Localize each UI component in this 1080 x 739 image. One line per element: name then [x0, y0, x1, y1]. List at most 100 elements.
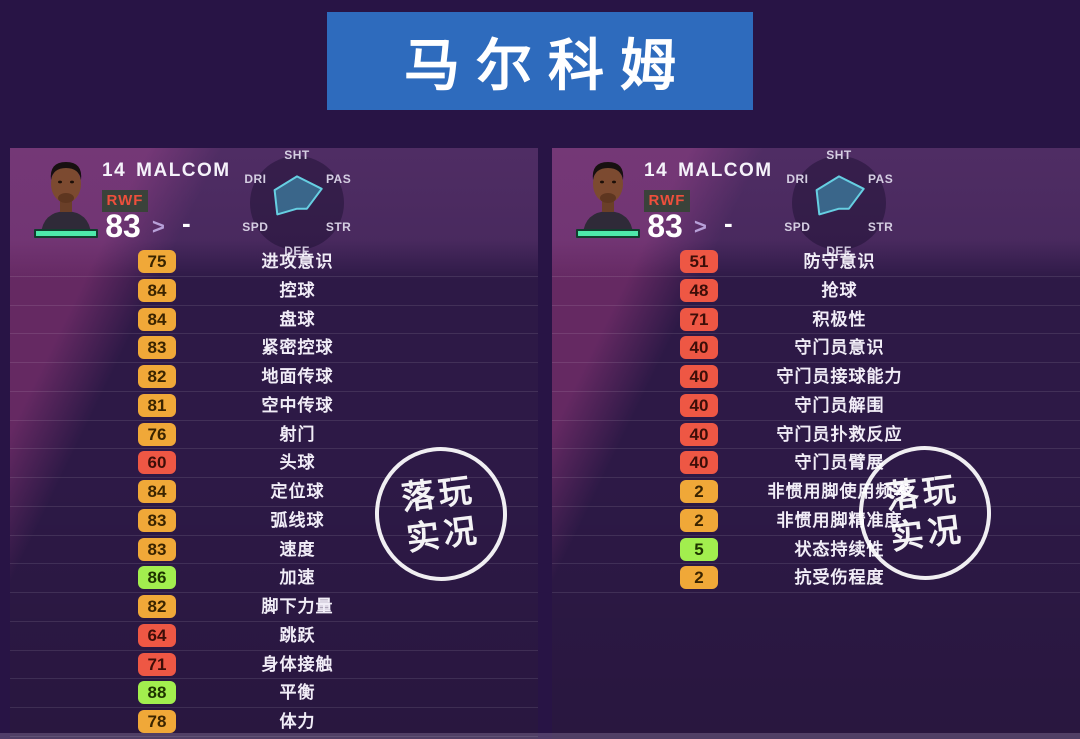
stat-row: 40 守门员臂展 [552, 449, 1080, 478]
stat-value-badge: 48 [680, 278, 718, 302]
stat-value-badge: 40 [680, 365, 718, 388]
stat-label: 守门员扑救反应 [776, 424, 903, 444]
stat-row: 2 抗受伤程度 [552, 564, 1080, 593]
player-number-name: 14 MALCOM [102, 160, 231, 182]
stat-value-badge: 84 [138, 278, 176, 302]
stat-value-badge: 83 [138, 537, 176, 561]
stat-label: 非惯用脚使用频率 [767, 482, 912, 501]
position-badge: RWF [644, 190, 690, 212]
stat-label: 守门员解围 [794, 395, 885, 415]
stat-value-badge: 40 [680, 393, 718, 417]
radar-axis-label: DEF [826, 244, 852, 258]
player-photo [577, 156, 639, 234]
stat-row: 60 头球 [10, 449, 538, 478]
stat-row: 82 脚下力量 [10, 593, 538, 622]
stat-row: 83 速度 [10, 536, 538, 565]
stat-label: 加速 [279, 568, 316, 588]
stat-row: 76 射门 [10, 421, 538, 450]
stat-value-badge: 2 [680, 566, 718, 590]
bottom-bar [0, 733, 1080, 739]
stat-row: 78 体力 [10, 708, 538, 737]
stat-value-badge: 40 [680, 451, 718, 475]
stat-value-badge: 5 [680, 537, 718, 561]
stat-row: 71 积极性 [552, 306, 1080, 335]
stat-label: 状态持续性 [794, 539, 885, 559]
radar-axis-label: STR [868, 220, 894, 234]
stat-value-badge: 78 [138, 710, 176, 733]
radar-axis-label: SHT [826, 148, 852, 162]
stat-value-badge: 40 [680, 336, 718, 360]
stat-value-badge: 71 [680, 307, 718, 331]
stat-row: 83 紧密控球 [10, 334, 538, 363]
stat-value-badge: 82 [138, 595, 176, 618]
overall-rating: 83 [647, 208, 683, 244]
stat-label: 头球 [279, 453, 316, 473]
stat-label: 控球 [279, 280, 316, 300]
radar-axis-label: DRI [244, 172, 266, 186]
stat-value-badge: 83 [138, 336, 176, 360]
stat-label: 进攻意识 [261, 252, 334, 271]
stat-row: 81 空中传球 [10, 392, 538, 421]
radar-axis-label: SPD [784, 220, 810, 234]
stat-value-badge: 76 [138, 422, 176, 446]
stat-row: 82 地面传球 [10, 363, 538, 392]
stat-label: 地面传球 [261, 367, 334, 386]
title-banner: 马尔科姆 [327, 12, 753, 110]
player-stats-panel: 14 MALCOM RWF 83 > - SHT PAS STR DEF SPD DRI 5… [552, 148, 1080, 739]
stat-row: 40 守门员扑救反应 [552, 421, 1080, 450]
stat-value-badge: 51 [680, 250, 718, 273]
radar-axis-label: STR [326, 220, 352, 234]
stat-value-badge: 40 [680, 422, 718, 446]
player-card-header: 14 MALCOM RWF 83 > - SHT PAS STR DEF SPD DRI [10, 148, 538, 258]
player-name: MALCOM [136, 160, 231, 181]
stat-value-badge: 84 [138, 307, 176, 331]
stat-label: 抗受伤程度 [794, 568, 885, 588]
stat-row: 64 跳跃 [10, 622, 538, 651]
rating-change: - [182, 208, 191, 238]
stat-label: 身体接触 [261, 654, 334, 674]
radar-axis-label: DEF [284, 244, 310, 258]
stat-value-badge: 64 [138, 623, 176, 647]
stat-row: 48 抢球 [552, 277, 1080, 306]
stat-label: 盘球 [279, 309, 316, 329]
player-stats-panel: 14 MALCOM RWF 83 > - SHT PAS STR DEF SPD DRI 7… [10, 148, 538, 739]
radar-axis-label: PAS [326, 172, 351, 186]
watermark-line2: 实况 [888, 510, 967, 557]
title-banner-text: 马尔科姆 [404, 33, 692, 97]
stat-label: 非惯用脚精准度 [776, 510, 903, 530]
stat-label: 抢球 [821, 280, 858, 300]
player-number: 14 [102, 160, 127, 181]
stat-label: 跳跃 [279, 625, 316, 645]
stat-row: 83 弧线球 [10, 507, 538, 536]
stat-value-badge: 71 [138, 652, 176, 676]
radar-chart: SHT PAS STR DEF SPD DRI [784, 148, 894, 258]
stat-row: 2 非惯用脚精准度 [552, 507, 1080, 536]
stat-label: 弧线球 [270, 510, 325, 530]
stat-label: 空中传球 [261, 395, 334, 415]
player-name: MALCOM [678, 160, 773, 181]
stat-row: 2 非惯用脚使用频率 [552, 478, 1080, 507]
radar-axis-label: SPD [242, 220, 268, 234]
stat-row: 75 进攻意识 [10, 248, 538, 277]
player-photo [35, 156, 97, 234]
stat-row: 40 守门员接球能力 [552, 363, 1080, 392]
stat-label: 脚下力量 [261, 597, 334, 616]
stat-label: 守门员接球能力 [776, 367, 903, 386]
radar-axis-label: SHT [284, 148, 310, 162]
stat-list: 75 进攻意识 84 控球 84 盘球 83 紧密控球 82 地面传球 81 空中传球 76 射门 60 头球… [10, 248, 538, 737]
stat-row: 40 守门员解围 [552, 392, 1080, 421]
watermark-line2: 实况 [404, 511, 483, 558]
stat-row: 51 防守意识 [552, 248, 1080, 277]
stat-label: 定位球 [270, 482, 325, 501]
stat-row: 86 加速 [10, 564, 538, 593]
stat-list: 51 防守意识 48 抢球 71 积极性 40 守门员意识 40 守门员接球能力 40 守门员解围 40… [552, 248, 1080, 593]
stat-label: 防守意识 [803, 252, 876, 271]
stat-value-badge: 83 [138, 508, 176, 532]
player-photo-image [41, 162, 91, 234]
stat-value-badge: 75 [138, 250, 176, 273]
stat-value-badge: 81 [138, 393, 176, 417]
stat-value-badge: 60 [138, 451, 176, 475]
rating-arrow-icon: > [152, 214, 165, 239]
stat-value-badge: 88 [138, 681, 176, 705]
